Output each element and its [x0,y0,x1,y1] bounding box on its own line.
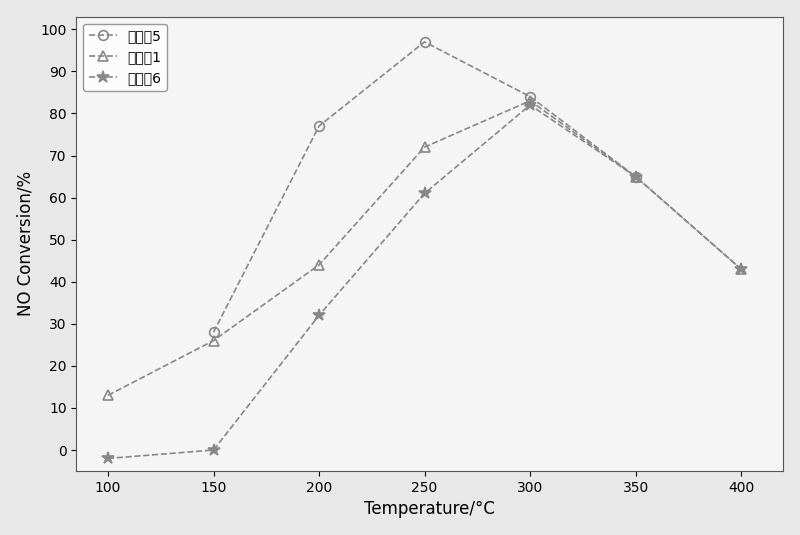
催化剂6 [420,190,430,196]
催化剂6 [314,312,324,319]
Line: 催化剂6: 催化剂6 [102,99,747,465]
催化剂5 [420,39,430,45]
催化剂1 [314,262,324,268]
催化剂1 [630,173,640,180]
X-axis label: Temperature/°C: Temperature/°C [364,500,495,518]
催化剂6 [736,266,746,272]
催化剂1 [736,266,746,272]
催化剂5 [630,173,640,180]
催化剂1 [209,338,218,344]
催化剂5 [209,329,218,335]
催化剂6 [103,455,113,462]
催化剂1 [420,144,430,150]
催化剂6 [630,173,640,180]
Line: 催化剂1: 催化剂1 [103,96,746,400]
催化剂5 [526,94,535,100]
催化剂6 [526,102,535,108]
Line: 催化剂5: 催化剂5 [209,37,641,337]
催化剂1 [526,97,535,104]
Y-axis label: NO Conversion/%: NO Conversion/% [17,171,34,316]
Legend: 催化剂5, 催化剂1, 催化剂6: 催化剂5, 催化剂1, 催化剂6 [83,24,167,90]
催化剂5 [314,123,324,129]
催化剂1 [103,392,113,399]
催化剂6 [209,447,218,453]
